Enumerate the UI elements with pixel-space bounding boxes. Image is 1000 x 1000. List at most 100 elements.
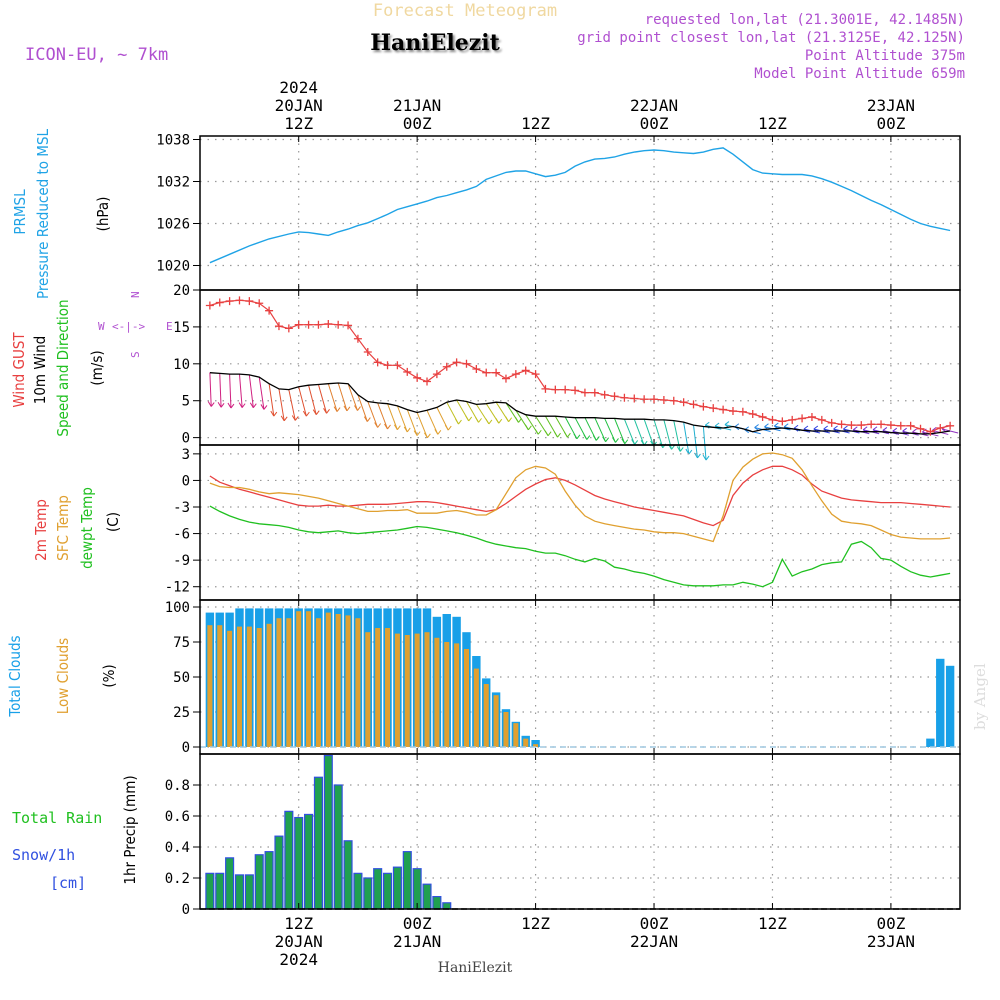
low-cloud-bar xyxy=(533,744,539,747)
wind-arrow-head xyxy=(583,434,591,440)
wind-arrow xyxy=(673,420,684,452)
gust-marker xyxy=(284,324,293,333)
wind-arrow-shaft xyxy=(278,388,285,421)
grid-point-lonlat: grid point closest lon,lat (21.3125E, 42… xyxy=(577,30,965,46)
gust-marker xyxy=(926,427,935,436)
y-tick-label: 0.4 xyxy=(165,840,190,856)
top-axis-label: 12Z xyxy=(758,114,787,133)
wind-arrow-shaft xyxy=(258,377,265,410)
wind-arrow-shaft xyxy=(357,394,368,422)
wind-arrow xyxy=(535,415,552,437)
top-axis-label: 22JAN xyxy=(630,96,678,115)
wind-arrow-head xyxy=(343,405,351,412)
wind-arrow-head xyxy=(702,454,710,461)
gust-marker xyxy=(423,377,432,386)
y-tick-label: 1032 xyxy=(156,175,190,191)
wind-arrow xyxy=(396,405,411,433)
y-tick-label: 1026 xyxy=(156,217,190,233)
temp-line-2 xyxy=(209,505,951,588)
top-axis-label: 23JAN xyxy=(867,96,915,115)
wind-arrow xyxy=(387,403,401,431)
gust-marker xyxy=(432,370,441,379)
bottom-axis-label: 2024 xyxy=(279,950,318,969)
bottom-axis-label: 21JAN xyxy=(393,932,441,951)
wind-arrow-shaft xyxy=(268,383,275,417)
gust-marker xyxy=(265,306,274,315)
wind-arrow-head xyxy=(592,435,600,441)
wind-arrow-head xyxy=(260,404,268,410)
temp-line-0 xyxy=(209,465,951,527)
wind-arrow-head xyxy=(280,415,288,422)
y-tick-label: 15 xyxy=(173,320,190,336)
compass-w: W xyxy=(98,320,105,333)
wind-arrow xyxy=(406,409,421,436)
panel-clouds: 0 25 50 75 100 xyxy=(165,600,960,756)
low-cloud-bar xyxy=(454,643,460,747)
gust-marker xyxy=(768,415,777,424)
gust-marker xyxy=(482,368,491,377)
wind-arrow xyxy=(357,394,371,422)
gust-marker xyxy=(788,415,797,424)
gust-marker xyxy=(245,297,254,306)
gust-marker xyxy=(442,362,451,371)
low-cloud-bar xyxy=(483,684,489,747)
wind-arrow-head xyxy=(465,415,473,422)
wind-arrow xyxy=(377,402,391,430)
gust-marker xyxy=(205,301,214,310)
y-tick-label: -9 xyxy=(173,553,190,569)
gust-marker xyxy=(936,424,945,433)
gust-marker xyxy=(748,410,757,418)
top-axis-label: 21JAN xyxy=(393,96,441,115)
low-cloud-bar xyxy=(385,628,391,747)
wind-arrow-shaft xyxy=(248,374,254,408)
compass-ew-arrow: <-|-> xyxy=(112,320,145,333)
bottom-axis-label: 12Z xyxy=(284,914,313,933)
gust-marker xyxy=(946,421,955,430)
wind-arrow xyxy=(623,418,639,445)
top-axis-label: 12Z xyxy=(521,114,550,133)
wind-arrow xyxy=(367,401,382,428)
gust-marker xyxy=(728,407,737,416)
wind-arrow-shaft xyxy=(942,428,959,434)
wind-arrow xyxy=(238,374,246,408)
wind-arrow xyxy=(475,404,493,425)
gust-marker xyxy=(778,417,787,426)
gust-marker xyxy=(640,395,649,404)
gust-marker xyxy=(521,366,530,375)
gust-marker xyxy=(600,390,609,399)
gust-marker xyxy=(452,358,461,367)
gust-marker xyxy=(659,395,668,404)
rain-bar xyxy=(392,866,402,910)
wind-arrow-shaft xyxy=(416,412,428,438)
rain-bar xyxy=(313,776,323,910)
wind-arrow-head xyxy=(676,446,684,452)
wind-arrow-head xyxy=(302,410,310,417)
gust-marker xyxy=(462,359,471,368)
bottom-axis-label: 23JAN xyxy=(867,932,915,951)
wind-arrow-shaft xyxy=(209,372,212,407)
temp-unit-label: (C) xyxy=(104,512,122,532)
low-cloud-bar xyxy=(444,642,450,747)
point-altitude: Point Altitude 375m xyxy=(805,48,965,64)
wind-arrow-shaft xyxy=(219,373,222,408)
low-cloud-bar xyxy=(523,738,529,747)
low-cloud-bar xyxy=(256,628,262,747)
top-axis-label: 20JAN xyxy=(275,96,323,115)
gust-marker xyxy=(511,370,520,379)
rain-bar xyxy=(333,784,343,910)
rain-bar xyxy=(254,854,264,910)
low-cloud-bar xyxy=(217,625,223,747)
wind-arrow xyxy=(207,372,215,407)
top-axis-label: 00Z xyxy=(640,114,669,133)
wind-arrow xyxy=(227,374,235,409)
total-cloud-bar xyxy=(531,740,540,747)
total-cloud-bar xyxy=(926,738,935,747)
y-tick-label: 10 xyxy=(173,357,190,373)
gust-marker xyxy=(324,319,333,328)
wind-arrow xyxy=(288,389,299,421)
wind-arrow-shaft xyxy=(594,417,607,442)
wind-arrow-head xyxy=(475,417,482,423)
low-cloud-bar xyxy=(394,633,400,747)
gust-marker xyxy=(817,415,826,424)
